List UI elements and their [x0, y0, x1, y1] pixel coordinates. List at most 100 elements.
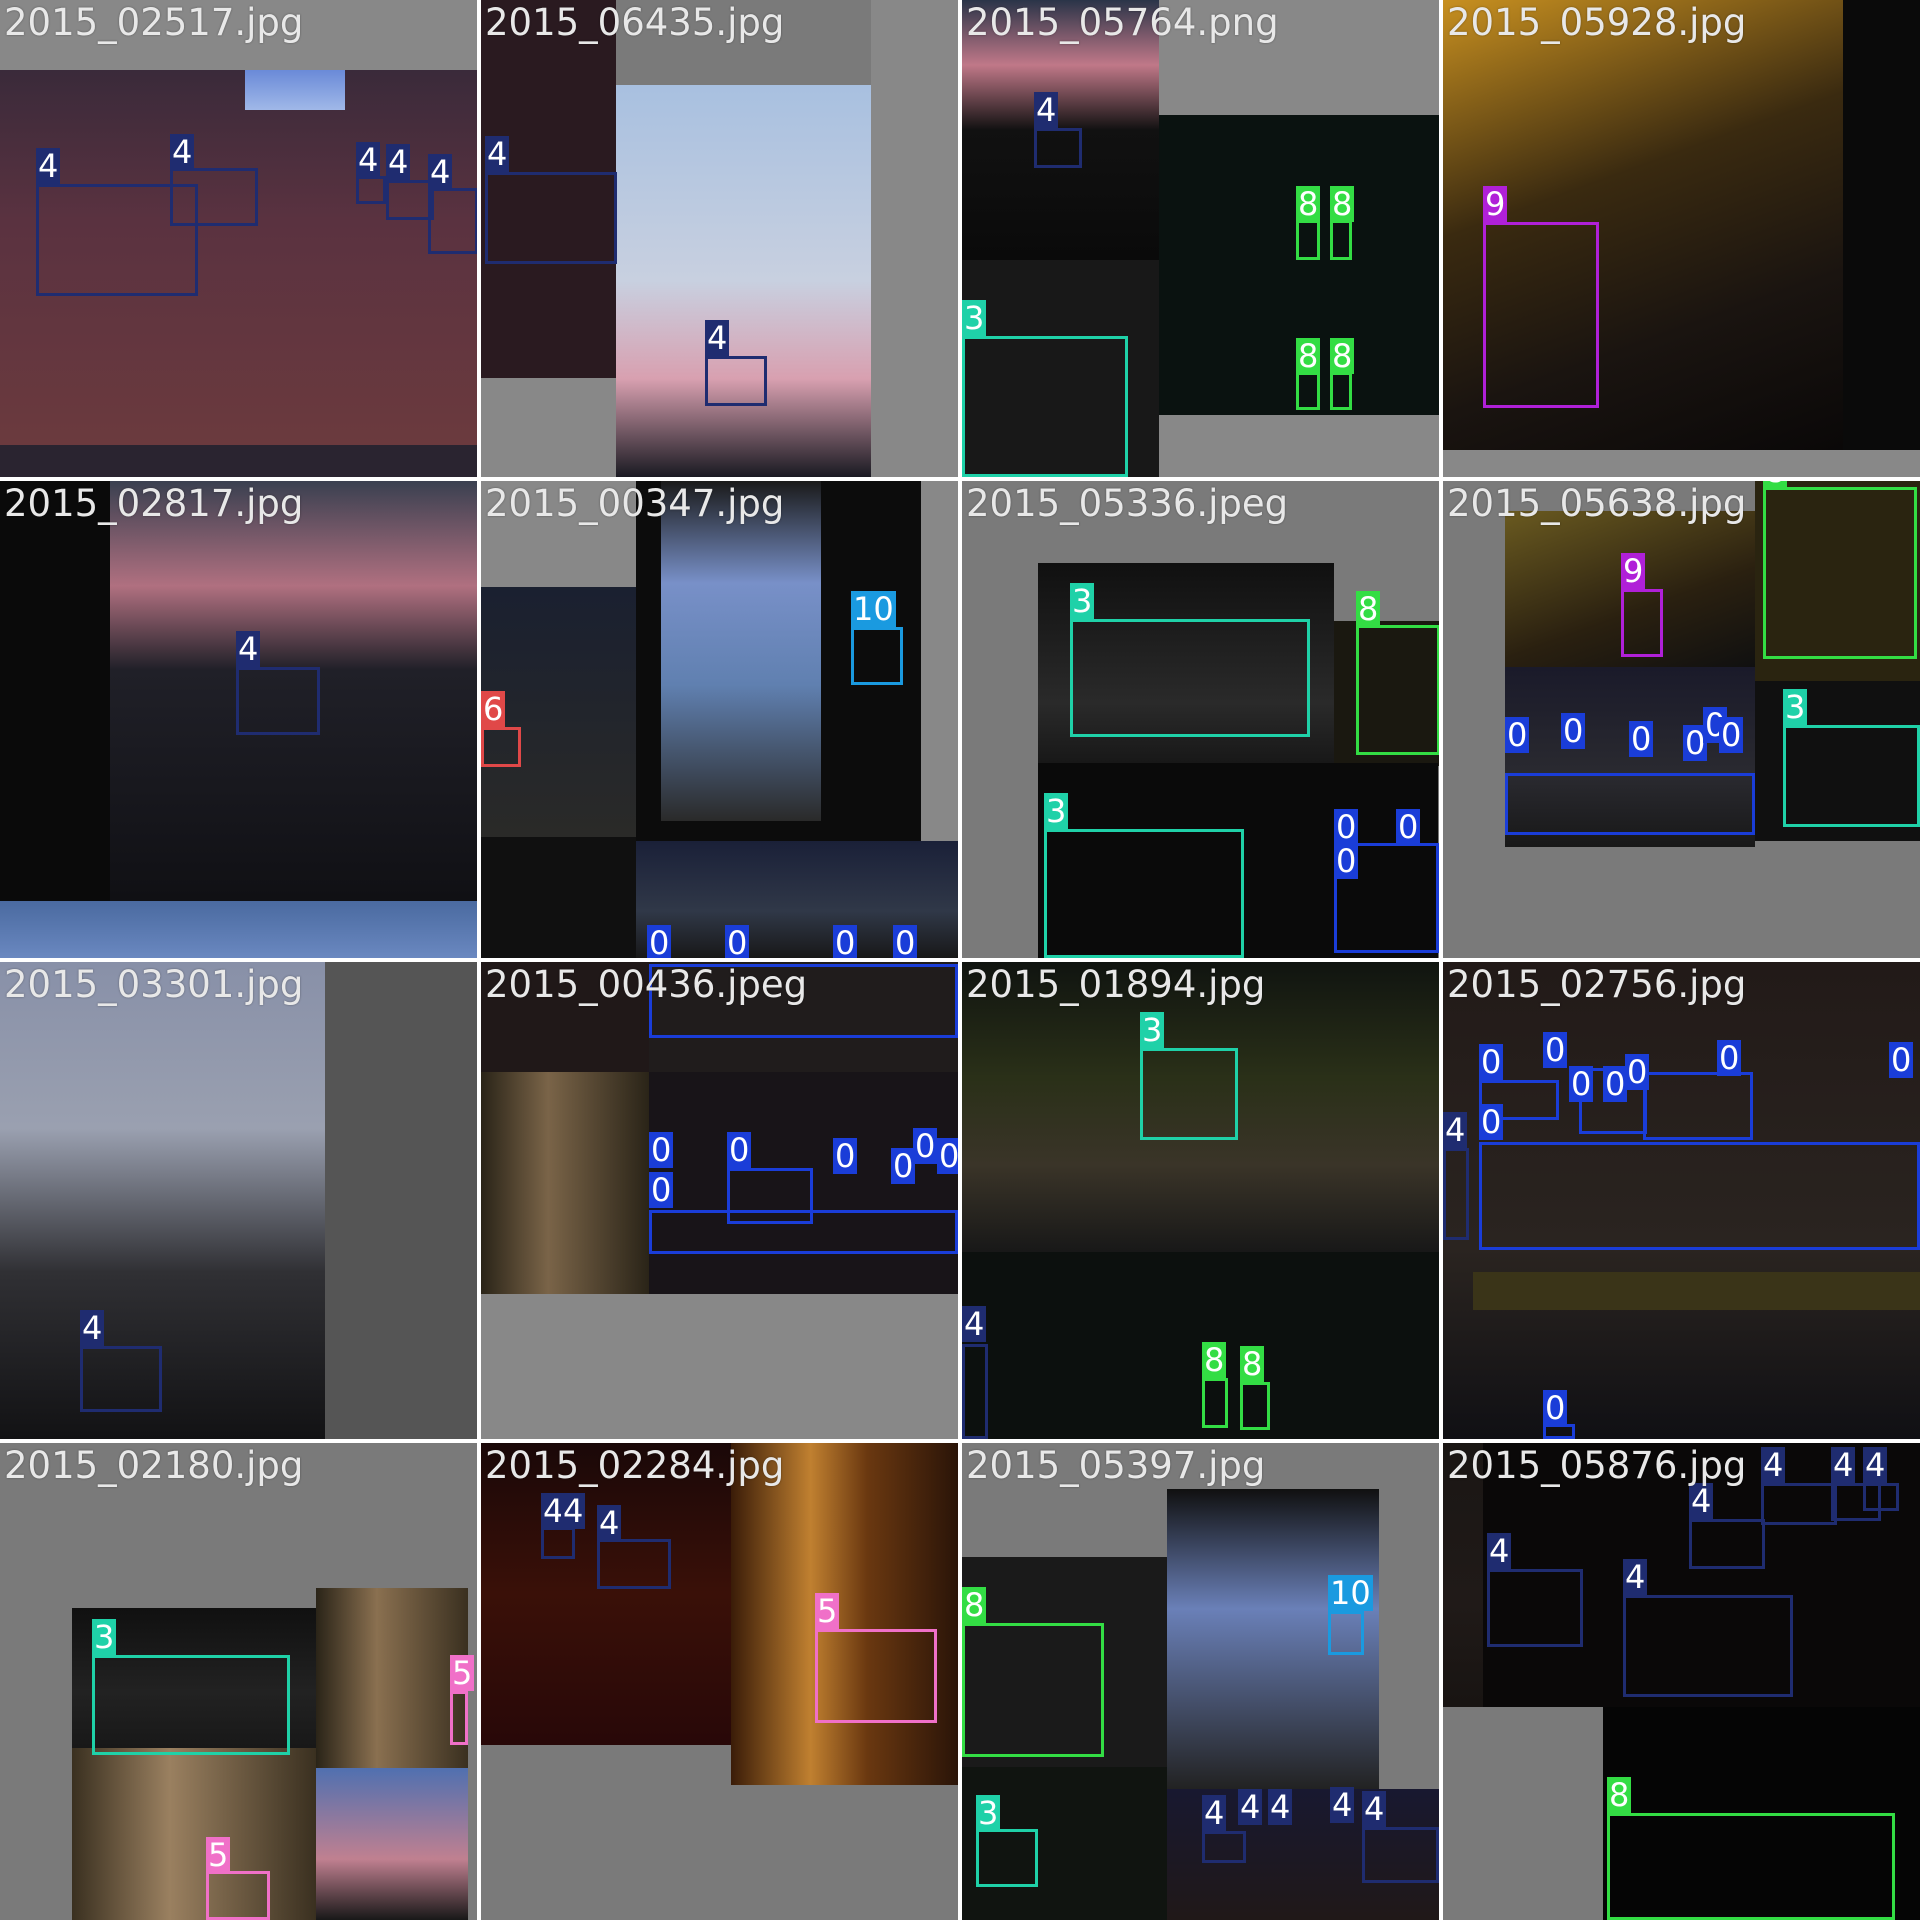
- detection-box: [1505, 773, 1755, 835]
- class-label: 0: [833, 925, 858, 958]
- class-label: 8: [1202, 1341, 1227, 1379]
- tile-filename: 2015_05336.jpeg: [966, 482, 1289, 525]
- tile-filename: 2015_00347.jpg: [485, 482, 785, 525]
- class-label: 4: [36, 147, 61, 185]
- detection-box: [206, 1871, 270, 1920]
- detection-box: [1070, 619, 1310, 737]
- class-label: 3: [962, 299, 987, 337]
- class-label: 3: [976, 1794, 1001, 1832]
- detection-box: [649, 964, 958, 1038]
- detection-box: [1140, 1048, 1238, 1140]
- detection-box: [1044, 829, 1244, 958]
- class-label: 0: [1569, 1065, 1594, 1103]
- tile-filename: 2015_05928.jpg: [1447, 1, 1747, 44]
- detection-box: [1831, 1483, 1881, 1521]
- tile-2015_05928: 2015_05928.jpg 9: [1443, 0, 1920, 477]
- detection-box: [1479, 1142, 1920, 1250]
- class-label: 5: [206, 1836, 231, 1874]
- tile-2015_05876: 2015_05876.jpg 4 4 4 4 4 4 8: [1443, 1443, 1920, 1920]
- tile-2015_02817: 2015_02817.jpg 4: [0, 481, 477, 958]
- detection-box: [1356, 625, 1439, 755]
- class-label: 10: [1328, 1574, 1373, 1612]
- detection-box: [1487, 1569, 1583, 1647]
- class-label: 0: [1334, 842, 1359, 880]
- class-label: 4: [170, 133, 195, 171]
- tile-2015_05336: 2015_05336.jpeg 3 8 3 0 0 0: [962, 481, 1439, 958]
- detection-box: [1034, 128, 1082, 168]
- detection-box: [1328, 1611, 1364, 1655]
- class-label: 8: [1330, 185, 1355, 223]
- detection-box: [1296, 220, 1320, 260]
- class-label: 4: [386, 143, 411, 181]
- tile-2015_00347: 2015_00347.jpg 10 6 0 0 0 0: [481, 481, 958, 958]
- tile-filename: 2015_05397.jpg: [966, 1444, 1266, 1487]
- class-label: 4: [1487, 1532, 1512, 1570]
- detection-box: [705, 356, 767, 406]
- class-label: 3: [92, 1618, 117, 1656]
- class-label: 9: [1483, 185, 1508, 223]
- tile-filename: 2015_02817.jpg: [4, 482, 304, 525]
- class-label: 9: [1621, 552, 1646, 590]
- class-label: 0: [1334, 808, 1359, 846]
- class-label: 4: [80, 1309, 105, 1347]
- detection-box: [976, 1829, 1038, 1887]
- class-label: 0: [1625, 1053, 1650, 1091]
- detection-box: [597, 1539, 671, 1589]
- tile-2015_02756: 2015_02756.jpg 0 0 0 0 0 0 0 4 0 0: [1443, 962, 1920, 1439]
- class-label: 0: [1683, 724, 1708, 762]
- tile-filename: 2015_02284.jpg: [485, 1444, 785, 1487]
- detection-box: [851, 627, 903, 685]
- class-label: 4: [1761, 1446, 1786, 1484]
- class-label: 5: [450, 1654, 475, 1692]
- class-label: 3: [1140, 1011, 1165, 1049]
- class-label: 4: [1863, 1446, 1888, 1484]
- class-label: 0: [1561, 712, 1586, 750]
- detection-box: [80, 1346, 162, 1412]
- tile-filename: 2015_02517.jpg: [4, 1, 304, 44]
- detection-box: [1607, 1813, 1895, 1920]
- class-label: 4: [356, 141, 381, 179]
- class-label: 0: [1396, 808, 1421, 846]
- class-label: 0: [647, 925, 672, 958]
- class-label: 8: [962, 1586, 987, 1624]
- tile-filename: 2015_05638.jpg: [1447, 482, 1747, 525]
- class-label: 4: [1443, 1111, 1468, 1149]
- tile-2015_05397: 2015_05397.jpg 8 10 3 4 4 4 4 4: [962, 1443, 1439, 1920]
- class-label: 0: [649, 1131, 674, 1169]
- detection-box: [1623, 1595, 1793, 1697]
- class-label: 4: [1202, 1794, 1227, 1832]
- class-label: 3: [1783, 688, 1808, 726]
- detection-box: [1362, 1827, 1439, 1883]
- class-label: 0: [891, 1147, 916, 1185]
- class-label: 0: [1603, 1065, 1628, 1103]
- class-label: 4: [1034, 91, 1059, 129]
- tile-2015_03301: 2015_03301.jpg 4: [0, 962, 477, 1439]
- detection-box: [1330, 372, 1352, 410]
- class-label: 0: [649, 1171, 674, 1209]
- detection-box: [962, 1623, 1104, 1757]
- tile-2015_05638: 2015_05638.jpg 8 9 3 0 0 0 0 0 0: [1443, 481, 1920, 958]
- class-label: 0: [1543, 1031, 1568, 1069]
- tile-filename: 2015_00436.jpeg: [485, 963, 808, 1006]
- class-label: 4: [1831, 1446, 1856, 1484]
- detection-box: [815, 1629, 937, 1723]
- class-label: 10: [851, 590, 896, 628]
- class-label: 0: [833, 1137, 858, 1175]
- class-label: 0: [725, 925, 750, 958]
- detection-box: [1240, 1382, 1270, 1430]
- class-label: 4: [962, 1305, 987, 1343]
- class-label: 8: [1356, 590, 1381, 628]
- detection-box: [356, 176, 386, 204]
- detection-box: [1443, 1148, 1469, 1240]
- class-label: 8: [1763, 481, 1788, 489]
- class-label: 0: [1719, 716, 1744, 754]
- class-label: 0: [1505, 716, 1530, 754]
- tile-filename: 2015_01894.jpg: [966, 963, 1266, 1006]
- detection-box: [1783, 725, 1920, 827]
- class-label: 4: [1330, 1786, 1355, 1824]
- class-label: 4: [1362, 1790, 1387, 1828]
- tile-2015_02180: 2015_02180.jpg 3 5 5: [0, 1443, 477, 1920]
- detection-box: [1621, 589, 1663, 657]
- class-label: 4: [428, 153, 453, 191]
